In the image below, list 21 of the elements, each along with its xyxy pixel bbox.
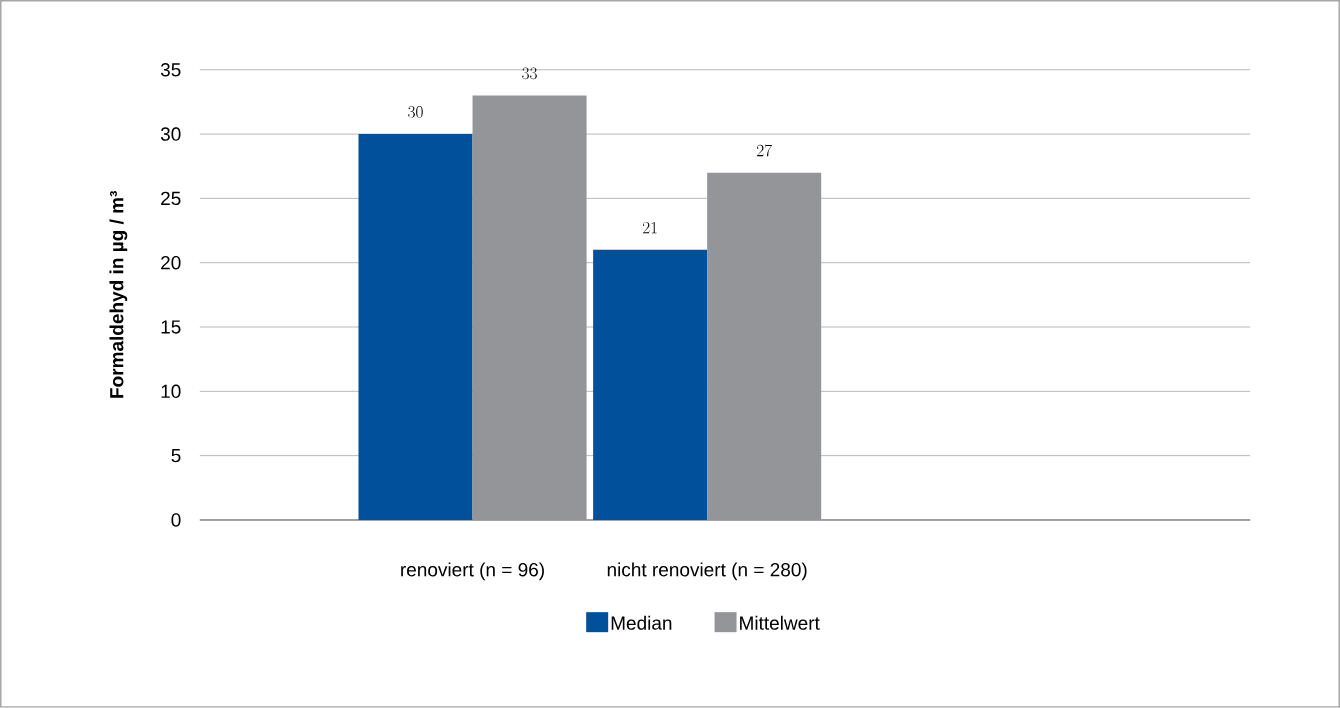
bar — [593, 249, 708, 521]
y-tick-label: 35 — [160, 63, 181, 77]
y-tick-label: 5 — [171, 449, 181, 463]
legend-label: Median — [611, 615, 672, 630]
legend-label: Mittelwert — [740, 615, 820, 630]
data-label: 27 — [756, 144, 772, 157]
data-label: 30 — [408, 106, 423, 118]
y-tick-label: 0 — [171, 513, 181, 527]
y-tick-label: 30 — [160, 127, 181, 141]
y-tick-label: 15 — [161, 320, 181, 334]
y-axis-title: Formaldehyd in µg / m³ — [109, 191, 128, 398]
bar — [472, 95, 587, 521]
bar — [707, 172, 822, 521]
bar — [358, 134, 473, 521]
data-label: 33 — [522, 67, 537, 80]
x-tick-label: renoviert (n = 96) — [401, 562, 544, 581]
data-label: 21 — [642, 222, 657, 234]
y-tick-label: 25 — [161, 191, 181, 206]
x-tick-label: nicht renoviert (n = 280) — [607, 562, 807, 581]
y-tick-label: 20 — [161, 256, 181, 270]
y-tick-label: 10 — [161, 384, 181, 399]
